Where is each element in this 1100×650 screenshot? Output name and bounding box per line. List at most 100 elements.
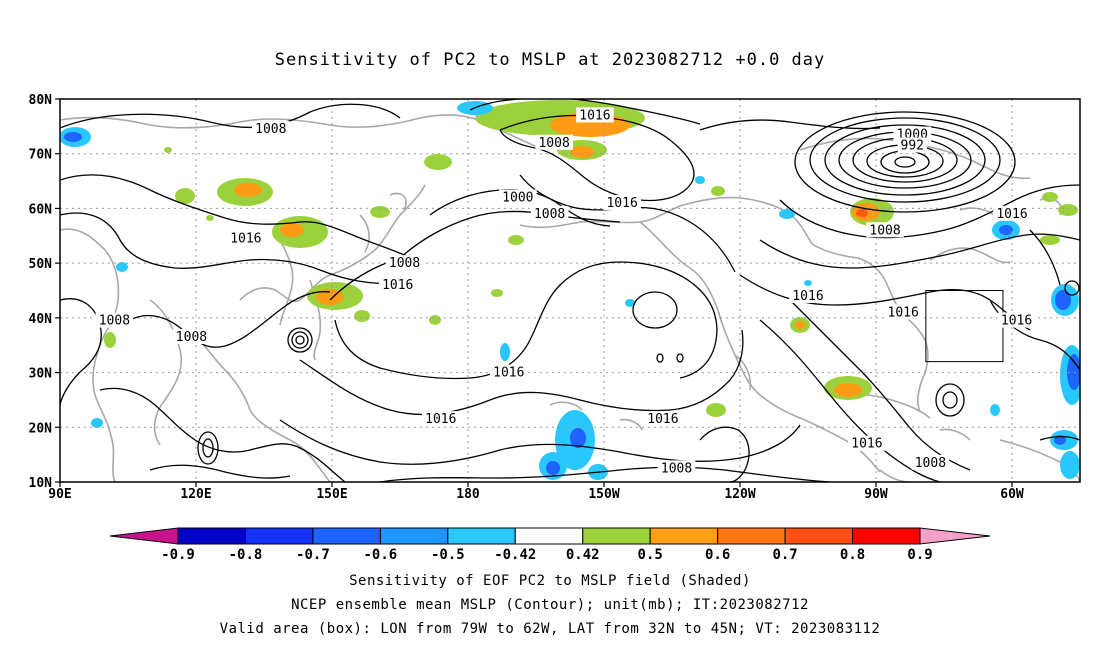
lon-tick-label: 90E	[48, 487, 71, 502]
colorbar-segment	[244, 527, 314, 545]
contour-label: 1008	[534, 207, 565, 222]
colorbar: -0.9 -0.8 -0.7 -0.6 -0.5 -0.42 0.42 0.5 0.6 0.7 0.…	[109, 527, 991, 563]
contour-label: 1016	[851, 437, 882, 452]
contour-label: 1016	[382, 278, 413, 293]
colorbar-segment	[447, 527, 516, 545]
contour-label: 1016	[996, 207, 1027, 222]
colorbar-label: 0.7	[772, 547, 797, 563]
colorbar-label: 0.8	[840, 547, 865, 563]
colorbar-segment	[717, 527, 786, 545]
caption-line-3: Valid area (box): LON from 79W to 62W, L…	[219, 621, 881, 637]
contour-label: 1008	[99, 314, 130, 329]
colorbar-label: -0.8	[229, 547, 263, 563]
contour-label-bg	[789, 287, 827, 303]
colorbar-segment	[177, 527, 246, 545]
contour-label: 1016	[1001, 314, 1032, 329]
contour-label: 1008	[389, 256, 420, 271]
longitude-axis: 90E 120E 150E 180 150W 120W 90W 60W	[48, 482, 1024, 502]
contour-label-bg	[897, 137, 927, 153]
colorbar-label: 0.42	[566, 547, 600, 563]
caption-line-1: Sensitivity of EOF PC2 to MSLP field (Sh…	[349, 573, 751, 589]
page-title: Sensitivity of PC2 to MSLP at 2023082712…	[274, 50, 826, 70]
lon-tick-label: 60W	[1000, 487, 1024, 502]
colorbar-low-end	[109, 527, 179, 545]
contour-label: 1008	[176, 330, 207, 345]
colorbar-label: -0.6	[364, 547, 398, 563]
lon-tick-label: 120W	[724, 487, 755, 502]
contour-label-bg	[576, 107, 614, 123]
contour-label-bg	[866, 222, 904, 238]
contour-label-bg	[227, 230, 265, 246]
lat-tick-label: 20N	[29, 421, 53, 436]
colorbar-label: 0.5	[638, 547, 663, 563]
contour-label-bg	[911, 454, 950, 470]
contour-label: 1016	[606, 196, 637, 211]
colorbar-label: -0.5	[431, 547, 465, 563]
lat-tick-label: 70N	[29, 148, 53, 163]
map-frame	[59, 98, 1081, 483]
colorbar-label: 0.9	[907, 547, 932, 563]
colorbar-segment	[649, 527, 719, 545]
colorbar-high-end	[919, 527, 991, 545]
contour-label-bg	[535, 134, 573, 150]
contour-label-bg	[172, 329, 211, 345]
colorbar-label: -0.42	[494, 547, 536, 563]
lat-tick-label: 10N	[29, 476, 53, 491]
contour-label-bg	[997, 312, 1036, 328]
latitude-axis: 80N 70N 60N 50N 40N 30N 20N 10N	[29, 93, 60, 491]
contour-label-bg	[378, 277, 417, 293]
colorbar-segment	[312, 527, 381, 545]
contour-label-bg	[95, 312, 134, 328]
contour-label: 992	[901, 139, 924, 154]
colorbar-label: 0.6	[705, 547, 730, 563]
lat-tick-label: 50N	[29, 257, 53, 272]
contour-label-bg	[603, 194, 641, 210]
lon-tick-label: 120E	[180, 487, 211, 502]
caption-line-2: NCEP ensemble mean MSLP (Contour); unit(…	[291, 597, 809, 613]
contour-label: 1000	[502, 190, 533, 205]
contour-labels: 1008101610081000992100010081016100810161…	[95, 107, 1036, 476]
lat-tick-label: 80N	[29, 93, 53, 108]
mslp-contours	[60, 99, 1080, 482]
contour-label-bg	[499, 189, 537, 205]
colorbar-label: -0.7	[296, 547, 330, 563]
lat-tick-label: 30N	[29, 367, 53, 382]
colorbar-segment	[852, 527, 921, 545]
colorbar-segment	[379, 527, 449, 545]
contour-label-bg	[530, 205, 569, 221]
contour-label-bg	[644, 411, 682, 427]
contour-label: 1008	[915, 456, 946, 471]
contour-label: 1008	[255, 122, 286, 137]
contour-label: 1008	[661, 461, 692, 476]
lon-tick-label: 180	[456, 487, 480, 502]
contour-label-bg	[422, 411, 460, 427]
contour-label-bg	[252, 121, 290, 137]
contour-label: 1016	[230, 232, 261, 247]
contour-label: 1016	[792, 289, 823, 304]
contour-label: 1016	[647, 412, 678, 427]
contour-label-bg	[993, 205, 1031, 221]
lat-tick-label: 60N	[29, 202, 53, 217]
colorbar-segment	[784, 527, 854, 545]
colorbar-segment	[582, 527, 651, 545]
contour-label-bg	[884, 304, 922, 320]
sensitivity-map: 1008101610081000992100010081016100810161…	[29, 93, 1081, 563]
contour-label: 1016	[579, 108, 610, 123]
contour-label: 1016	[493, 366, 524, 381]
colorbar-label: -0.9	[161, 547, 195, 563]
lon-tick-label: 150W	[588, 487, 619, 502]
colorbar-segment	[514, 527, 584, 545]
contour-label: 1016	[425, 412, 456, 427]
lon-tick-label: 150E	[316, 487, 347, 502]
contour-label-bg	[385, 255, 424, 271]
contour-label-bg	[848, 435, 886, 451]
contour-label: 1008	[869, 223, 900, 238]
lat-tick-label: 40N	[29, 312, 53, 327]
contour-label-bg	[490, 364, 528, 380]
contour-label: 1016	[888, 305, 919, 320]
contour-label: 1008	[538, 136, 569, 151]
gridlines	[60, 99, 1080, 482]
lon-tick-label: 90W	[864, 487, 888, 502]
sensitivity-shading	[60, 100, 1080, 480]
contour-label-bg	[657, 460, 696, 476]
